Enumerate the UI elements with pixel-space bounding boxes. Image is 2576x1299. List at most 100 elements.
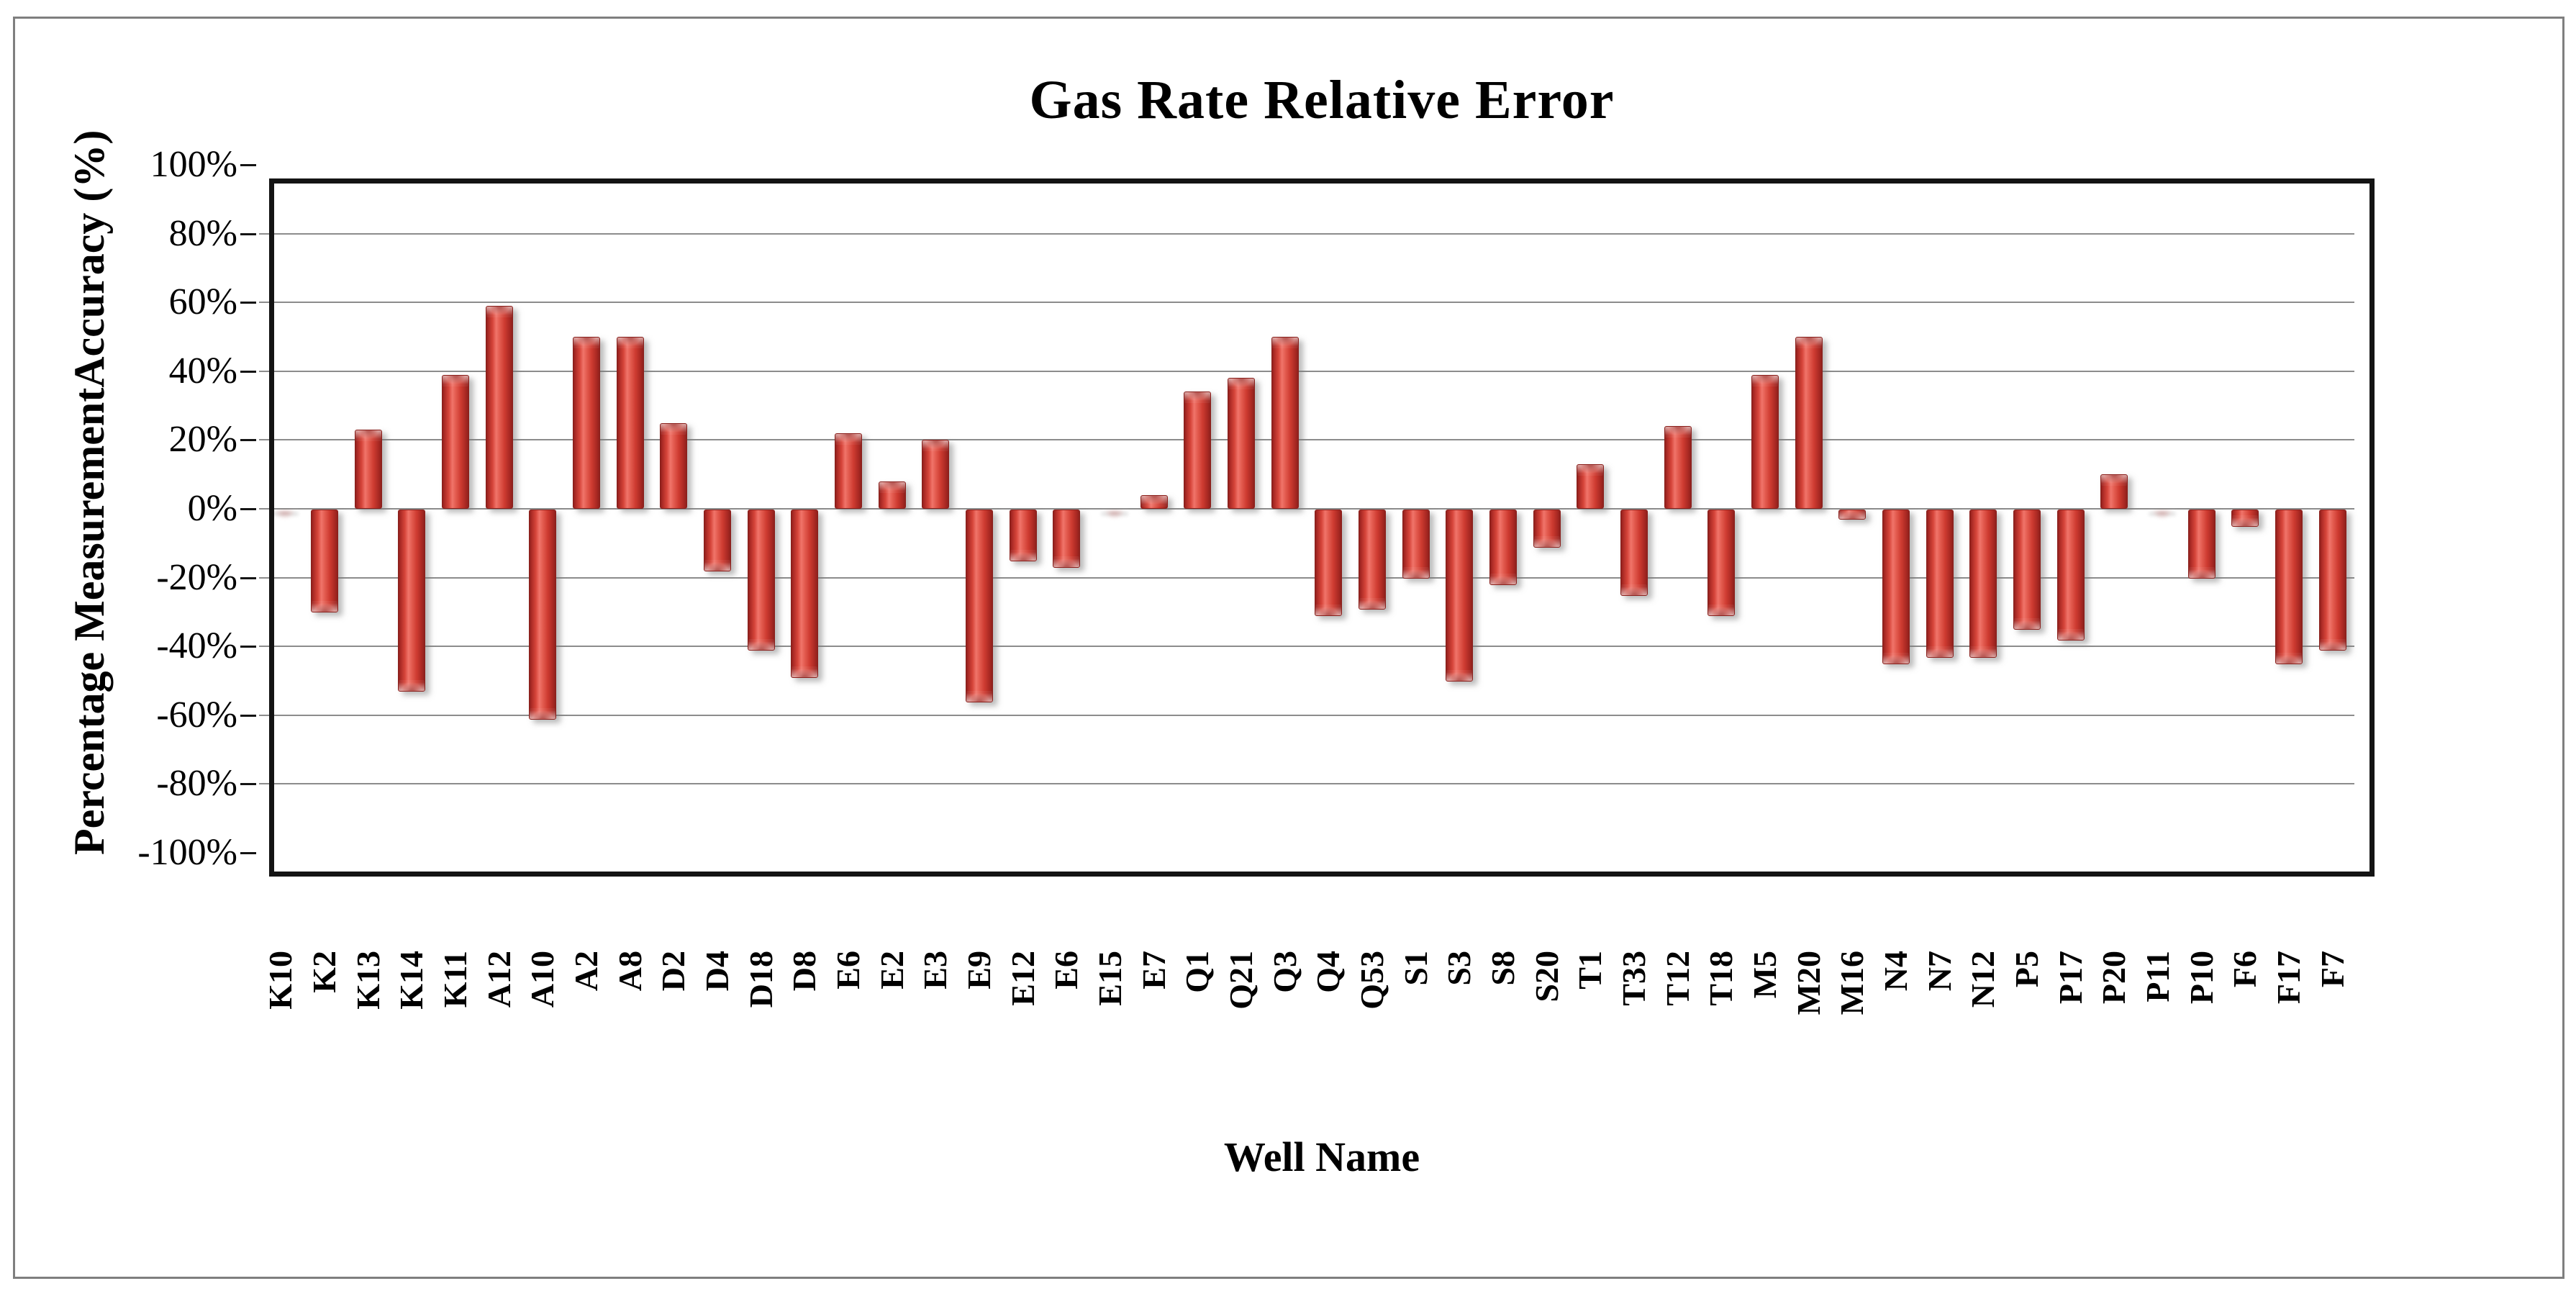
bar-N7 bbox=[1926, 510, 1954, 658]
x-tick-label-Q53: Q53 bbox=[1353, 951, 1390, 1010]
y-tick-label-40%: 40% bbox=[168, 350, 237, 391]
x-tick-label-E15: E15 bbox=[1092, 951, 1128, 1006]
x-tick-label-D2: D2 bbox=[655, 951, 692, 992]
y-tick-mark bbox=[240, 164, 256, 166]
bar-P20 bbox=[2100, 474, 2128, 509]
x-tick-label-A10: A10 bbox=[524, 951, 561, 1008]
y-tick-label--40%: -40% bbox=[156, 625, 237, 667]
x-tick-label-A12: A12 bbox=[480, 951, 517, 1008]
x-tick-label-F7: F7 bbox=[2313, 951, 2351, 988]
gridline--20% bbox=[259, 576, 2354, 579]
y-tick-mark bbox=[240, 714, 256, 717]
bar-M5 bbox=[1751, 374, 1779, 509]
bar-E9 bbox=[966, 510, 993, 702]
bar-T1 bbox=[1577, 463, 1605, 509]
x-tick-label-Q21: Q21 bbox=[1223, 951, 1259, 1010]
bar-T18 bbox=[1707, 510, 1736, 617]
bar-N4 bbox=[1882, 510, 1910, 665]
y-tick-mark bbox=[240, 508, 256, 510]
y-tick-label-20%: 20% bbox=[168, 419, 237, 461]
chart-frame: Gas Rate Relative Error Percentage Measu… bbox=[13, 17, 2564, 1279]
bar-P5 bbox=[2013, 510, 2041, 630]
x-tick-label-S3: S3 bbox=[1441, 951, 1478, 986]
x-tick-label-E9: E9 bbox=[961, 951, 997, 990]
x-tick-label-F6: F6 bbox=[2226, 951, 2264, 988]
y-tick-mark bbox=[240, 783, 256, 786]
x-tick-label-T18: T18 bbox=[1702, 951, 1740, 1006]
gridline--40% bbox=[259, 646, 2354, 648]
x-tick-label-T12: T12 bbox=[1659, 951, 1696, 1006]
x-tick-label-S1: S1 bbox=[1397, 951, 1434, 986]
bar-S20 bbox=[1533, 510, 1561, 548]
bar-A8 bbox=[616, 337, 644, 509]
y-tick-label-80%: 80% bbox=[168, 212, 237, 254]
x-tick-label-D4: D4 bbox=[699, 951, 735, 992]
y-tick-label--100%: -100% bbox=[137, 832, 237, 873]
x-tick-label-S20: S20 bbox=[1528, 951, 1565, 1002]
x-tick-label-E2: E2 bbox=[873, 951, 910, 990]
x-tick-label-P17: P17 bbox=[2051, 951, 2089, 1005]
bar-N12 bbox=[1969, 510, 1997, 658]
x-tick-label-K14: K14 bbox=[393, 951, 430, 1010]
bar-A2 bbox=[573, 337, 600, 509]
bar-F7 bbox=[2318, 510, 2346, 651]
plot-area bbox=[269, 178, 2375, 877]
y-tick-label-100%: 100% bbox=[150, 144, 237, 185]
bar-K2 bbox=[311, 510, 338, 613]
x-tick-label-E6-18: E6 bbox=[1048, 951, 1085, 990]
x-tick-label-K2: K2 bbox=[306, 951, 343, 993]
bar-Q53 bbox=[1359, 510, 1386, 610]
x-tick-label-E3: E3 bbox=[917, 951, 954, 990]
gridline--80% bbox=[259, 783, 2354, 785]
x-tick-label-A8: A8 bbox=[611, 951, 648, 992]
x-tick-label-S8: S8 bbox=[1484, 951, 1521, 986]
bar-E15 bbox=[1101, 511, 1128, 522]
y-tick-mark bbox=[240, 646, 256, 648]
x-tick-label-Q4: Q4 bbox=[1310, 951, 1347, 993]
x-tick-label-M20: M20 bbox=[1790, 951, 1827, 1015]
bar-S8 bbox=[1489, 510, 1517, 586]
x-tick-label-N4: N4 bbox=[1877, 951, 1914, 992]
bar-D8 bbox=[791, 510, 819, 679]
x-tick-label-Q3: Q3 bbox=[1266, 951, 1303, 993]
bar-A12 bbox=[485, 305, 513, 509]
bar-P11 bbox=[2149, 511, 2176, 522]
bar-K11 bbox=[442, 374, 469, 509]
y-tick-mark bbox=[240, 852, 256, 854]
bar-Q1 bbox=[1184, 391, 1212, 509]
bar-Q21 bbox=[1228, 378, 1255, 509]
bar-K14 bbox=[398, 510, 426, 692]
bar-E6 bbox=[835, 433, 862, 509]
x-tick-label-K10: K10 bbox=[262, 951, 299, 1010]
gridline-40% bbox=[259, 370, 2354, 372]
x-tick-label-T1: T1 bbox=[1572, 951, 1609, 990]
x-tick-label-E12: E12 bbox=[1004, 951, 1041, 1006]
bar-S1 bbox=[1402, 510, 1430, 579]
y-tick-label--80%: -80% bbox=[156, 763, 237, 805]
bar-F17 bbox=[2275, 510, 2303, 665]
x-tick-label-D18: D18 bbox=[742, 951, 779, 1008]
y-tick-label--60%: -60% bbox=[156, 694, 237, 736]
y-tick-mark bbox=[240, 439, 256, 442]
x-tick-label-P10: P10 bbox=[2182, 951, 2220, 1005]
x-axis-title: Well Name bbox=[1223, 1133, 1420, 1180]
bar-D18 bbox=[747, 510, 775, 651]
x-tick-label-E6: E6 bbox=[830, 951, 866, 990]
bar-E3 bbox=[922, 440, 950, 509]
y-tick-mark bbox=[240, 370, 256, 373]
bar-M20 bbox=[1795, 337, 1823, 509]
bar-P10 bbox=[2187, 510, 2216, 579]
x-tick-label-F17: F17 bbox=[2270, 951, 2307, 1005]
bar-E2 bbox=[878, 481, 906, 509]
x-tick-label-P11: P11 bbox=[2139, 951, 2176, 1002]
bar-E7 bbox=[1140, 494, 1168, 509]
x-tick-label-A2: A2 bbox=[568, 951, 604, 992]
bar-K10 bbox=[271, 511, 299, 522]
bar-F6 bbox=[2231, 510, 2259, 527]
bar-E6-18 bbox=[1053, 510, 1081, 569]
x-tick-label-D8: D8 bbox=[786, 951, 823, 992]
y-tick-label--20%: -20% bbox=[156, 556, 237, 598]
bar-M16 bbox=[1838, 510, 1867, 520]
gridline-80% bbox=[259, 232, 2354, 235]
bar-S3 bbox=[1446, 510, 1474, 682]
